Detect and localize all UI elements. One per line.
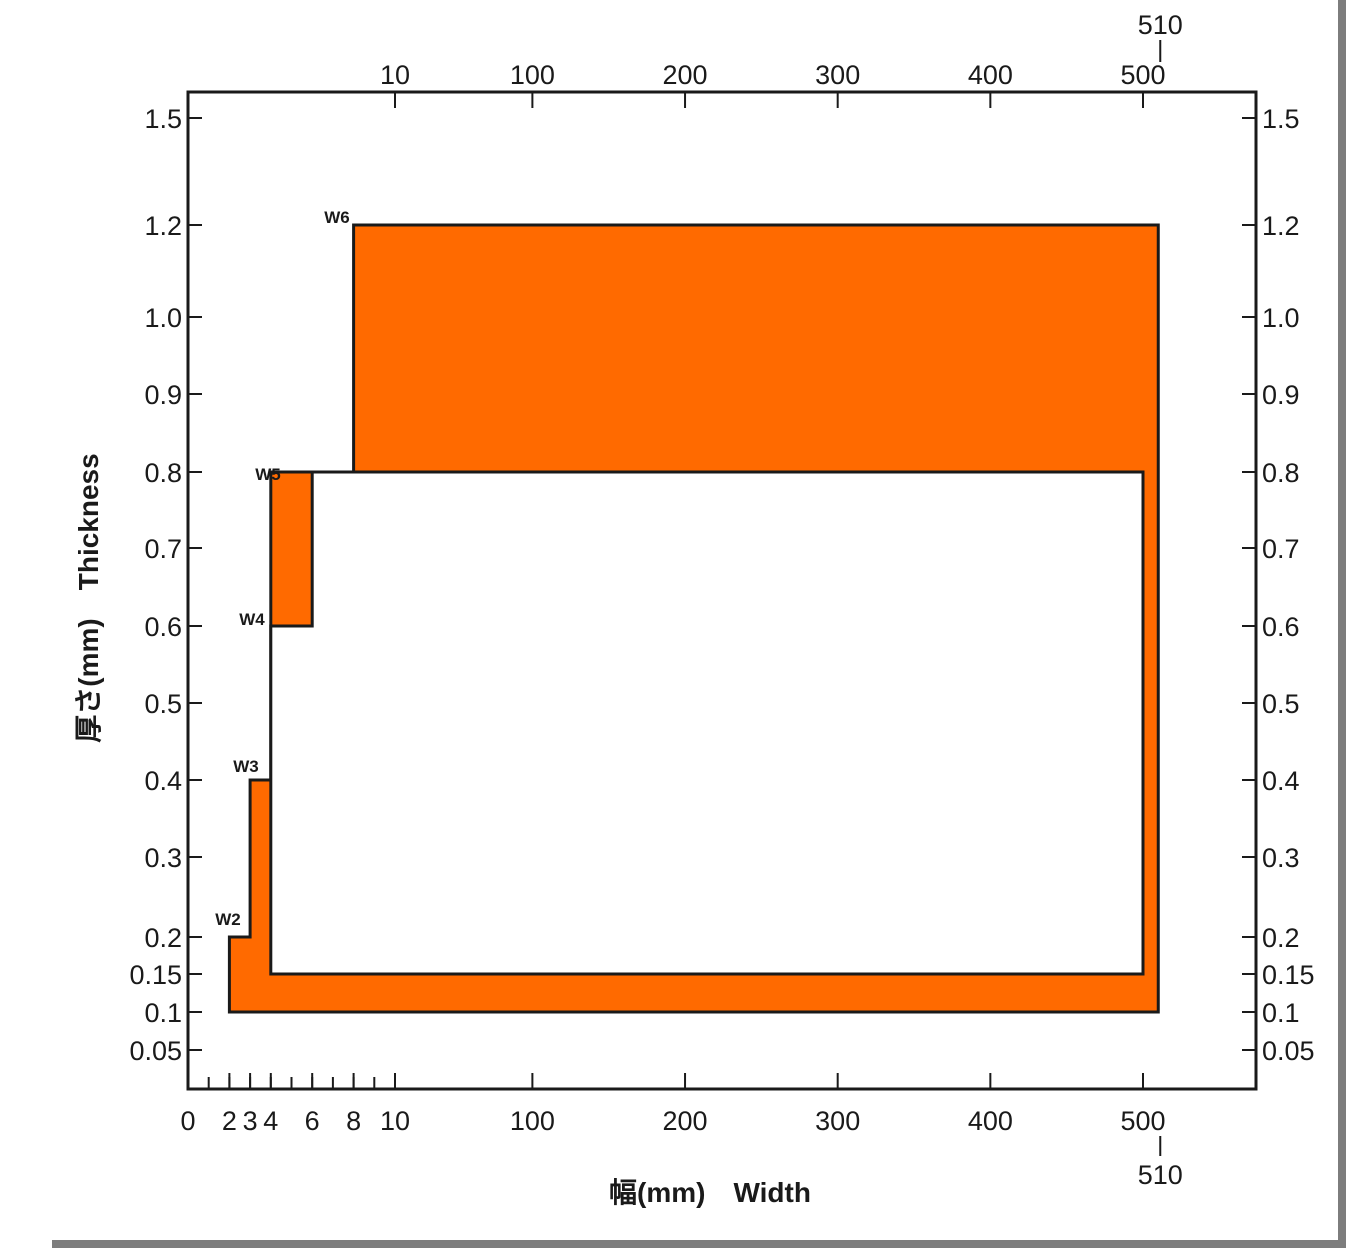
x-tick-label-bottom: 8 <box>346 1106 361 1136</box>
y-tick-label-left: 0.1 <box>144 998 182 1028</box>
region-label-w3: W3 <box>233 757 259 776</box>
y-tick-label-left: 1.0 <box>144 303 182 333</box>
x-tick-label-top: 200 <box>663 60 708 90</box>
y-tick-label-left: 0.8 <box>144 458 182 488</box>
y-tick-label-left: 0.6 <box>144 612 182 642</box>
frame-shadow-bottom <box>52 1240 1346 1248</box>
y-tick-label-right: 0.5 <box>1262 689 1300 719</box>
y-tick-label-right: 0.9 <box>1262 380 1300 410</box>
x-tick-label-bottom: 3 <box>243 1106 258 1136</box>
y-tick-label-right: 0.1 <box>1262 998 1300 1028</box>
y-tick-label-right: 0.3 <box>1262 843 1300 873</box>
y-tick-label-left: 0.15 <box>129 960 182 990</box>
y-tick-label-left: 0.5 <box>144 689 182 719</box>
y-tick-label-right: 0.4 <box>1262 766 1300 796</box>
y-tick-label-right: 1.0 <box>1262 303 1300 333</box>
y-tick-label-left: 0.7 <box>144 534 182 564</box>
y-tick-label-right: 0.2 <box>1262 923 1300 953</box>
y-axis-title: 厚さ(mm) Thickness <box>73 453 104 742</box>
y-tick-label-right: 0.8 <box>1262 458 1300 488</box>
y-tick-label-left: 0.4 <box>144 766 182 796</box>
y-tick-label-left: 0.05 <box>129 1036 182 1066</box>
x-tick-label-bottom: 2 <box>222 1106 237 1136</box>
ticks <box>187 40 1256 1156</box>
x-tick-label-bottom: 200 <box>663 1106 708 1136</box>
x-tick-label-bottom: 300 <box>815 1106 860 1136</box>
y-tick-label-right: 1.2 <box>1262 211 1300 241</box>
region-label-w4: W4 <box>239 610 265 629</box>
y-tick-label-left: 0.3 <box>144 843 182 873</box>
y-tick-label-right: 1.5 <box>1262 104 1300 134</box>
y-tick-label-left: 0.2 <box>144 923 182 953</box>
x-tick-label-bottom: 6 <box>305 1106 320 1136</box>
x-tick-label-top: 500 <box>1120 60 1165 90</box>
y-tick-label-right: 0.6 <box>1262 612 1300 642</box>
x-axis-title: 幅(mm) Width <box>609 1177 811 1208</box>
y-tick-label-left: 1.2 <box>144 211 182 241</box>
labels: W2 W3 W4 W5 W6 0.05 0.05 0.1 0.1 0.15 0.15 0.2 0.2 0.… <box>129 10 1314 1190</box>
plot-frame <box>186 90 1258 1091</box>
x-end-label-bottom: 510 <box>1138 1160 1183 1190</box>
x-tick-label-bottom: 500 <box>1120 1106 1165 1136</box>
x-tick-label-bottom: 10 <box>380 1106 410 1136</box>
x-tick-label-bottom: 4 <box>263 1106 278 1136</box>
y-tick-label-right: 0.15 <box>1262 960 1315 990</box>
frame-shadow-right <box>1338 0 1346 1247</box>
x-tick-label-bottom: 400 <box>968 1106 1013 1136</box>
region-white-envelope <box>269 470 1145 976</box>
region-label-w6: W6 <box>324 208 350 227</box>
x-tick-label-top: 400 <box>968 60 1013 90</box>
region-label-w5: W5 <box>255 465 281 484</box>
regions <box>227 223 1160 1014</box>
x-tick-label-bottom: 100 <box>510 1106 555 1136</box>
y-tick-label-left: 1.5 <box>144 104 182 134</box>
x-tick-label-top: 100 <box>510 60 555 90</box>
region-label-w2: W2 <box>215 910 241 929</box>
y-tick-label-right: 0.7 <box>1262 534 1300 564</box>
y-tick-label-left: 0.9 <box>144 380 182 410</box>
x-end-label-top: 510 <box>1138 10 1183 40</box>
x-tick-label-top: 10 <box>380 60 410 90</box>
x-tick-label-top: 300 <box>815 60 860 90</box>
x-tick-label-bottom: 0 <box>180 1106 195 1136</box>
y-tick-label-right: 0.05 <box>1262 1036 1315 1066</box>
